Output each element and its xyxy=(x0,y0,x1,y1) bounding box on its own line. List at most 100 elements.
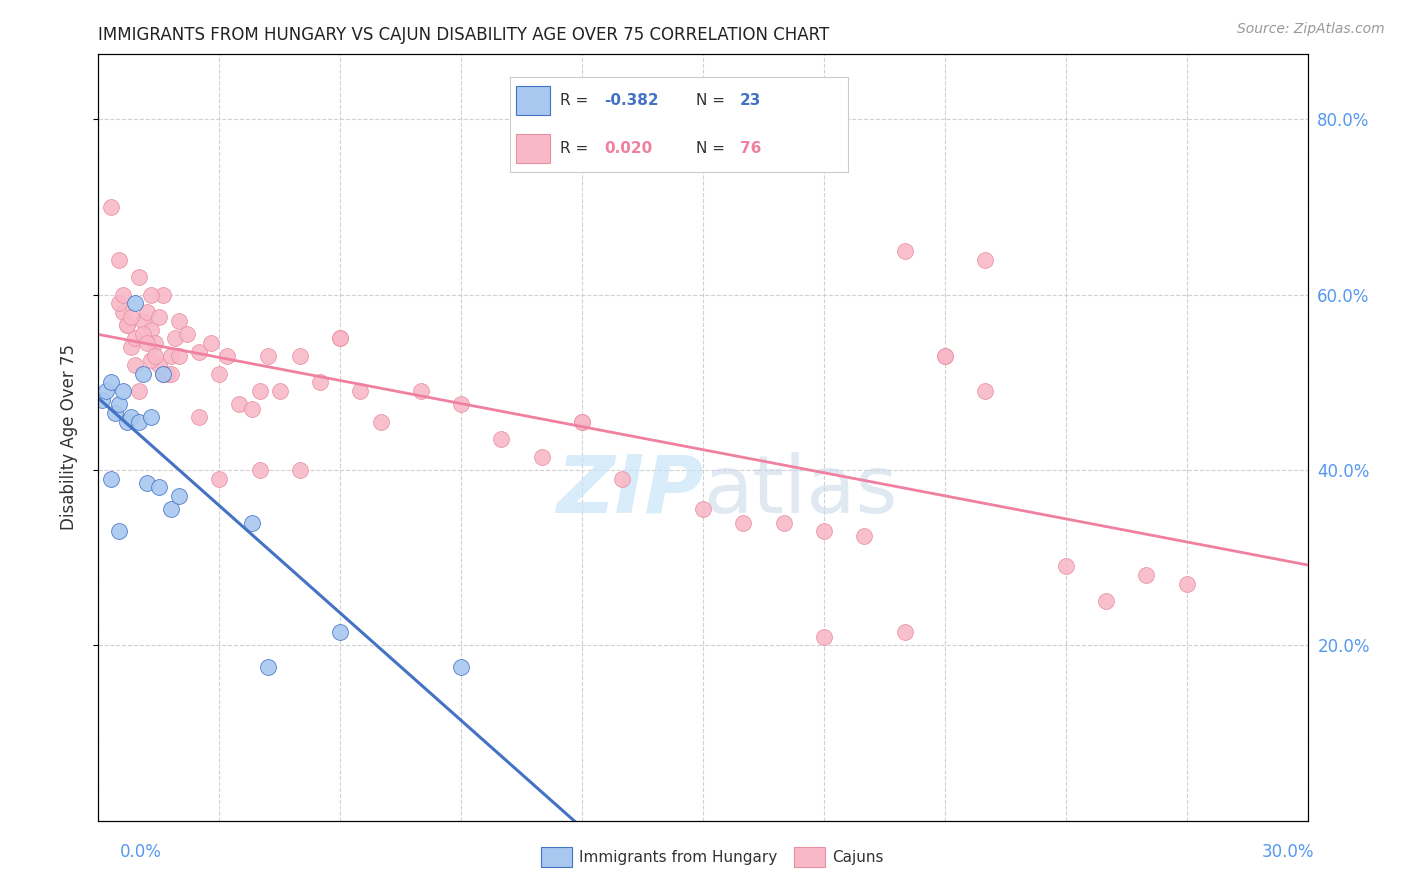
Point xyxy=(176,327,198,342)
Point xyxy=(934,349,956,363)
Point xyxy=(124,358,146,372)
Point xyxy=(152,367,174,381)
Point xyxy=(148,358,170,372)
Point xyxy=(450,660,472,674)
Point xyxy=(135,305,157,319)
Point xyxy=(100,472,122,486)
Point xyxy=(1135,568,1157,582)
Point xyxy=(148,481,170,495)
Point xyxy=(853,529,876,543)
Point xyxy=(91,392,114,407)
Point xyxy=(107,397,129,411)
Point xyxy=(329,331,352,345)
Text: Immigrants from Hungary: Immigrants from Hungary xyxy=(579,850,778,864)
Point xyxy=(152,287,174,301)
Point xyxy=(256,349,278,363)
Point xyxy=(148,310,170,324)
Point xyxy=(612,472,634,486)
Point xyxy=(100,376,122,390)
Point xyxy=(115,415,138,429)
Point xyxy=(1175,577,1198,591)
Point xyxy=(188,344,211,359)
Point xyxy=(571,415,593,429)
Y-axis label: Disability Age Over 75: Disability Age Over 75 xyxy=(59,344,77,530)
Point xyxy=(135,335,157,350)
Point xyxy=(813,630,835,644)
Point xyxy=(409,384,432,398)
Point xyxy=(208,472,231,486)
Point xyxy=(813,524,835,539)
Point xyxy=(491,432,513,446)
Point xyxy=(124,331,146,345)
Point xyxy=(96,384,118,398)
Point xyxy=(120,310,142,324)
Point xyxy=(974,252,997,267)
Point xyxy=(893,244,915,258)
Point xyxy=(163,331,186,345)
Point xyxy=(733,516,755,530)
Point xyxy=(132,314,155,328)
Text: atlas: atlas xyxy=(703,451,897,530)
Point xyxy=(132,367,155,381)
Point xyxy=(160,367,183,381)
Point xyxy=(893,625,915,640)
Point xyxy=(167,489,190,503)
Point xyxy=(139,323,162,337)
Point xyxy=(135,476,157,491)
Point xyxy=(974,384,997,398)
Point xyxy=(111,287,134,301)
Point xyxy=(249,463,271,477)
Point xyxy=(111,305,134,319)
Point xyxy=(139,410,162,425)
Point xyxy=(167,314,190,328)
Text: 0.0%: 0.0% xyxy=(120,843,162,861)
Point xyxy=(120,340,142,354)
Point xyxy=(139,287,162,301)
Point xyxy=(188,410,211,425)
Point xyxy=(329,625,352,640)
Text: ZIP: ZIP xyxy=(555,451,703,530)
Point xyxy=(160,349,183,363)
Point xyxy=(349,384,371,398)
Point xyxy=(269,384,291,398)
Point xyxy=(124,296,146,310)
Point xyxy=(143,349,166,363)
Point xyxy=(530,450,553,464)
Point xyxy=(111,384,134,398)
Text: IMMIGRANTS FROM HUNGARY VS CAJUN DISABILITY AGE OVER 75 CORRELATION CHART: IMMIGRANTS FROM HUNGARY VS CAJUN DISABIL… xyxy=(98,26,830,44)
Point xyxy=(772,516,794,530)
Point xyxy=(1054,559,1077,574)
Point xyxy=(132,327,155,342)
Point xyxy=(115,318,138,333)
Point xyxy=(370,415,392,429)
Point xyxy=(103,406,125,420)
Point xyxy=(156,367,179,381)
Point xyxy=(288,463,311,477)
Text: Cajuns: Cajuns xyxy=(832,850,884,864)
Point xyxy=(128,415,150,429)
Point xyxy=(107,252,129,267)
Text: Source: ZipAtlas.com: Source: ZipAtlas.com xyxy=(1237,22,1385,37)
Point xyxy=(256,660,278,674)
Point xyxy=(107,296,129,310)
Point xyxy=(240,516,263,530)
Point xyxy=(571,415,593,429)
Text: 30.0%: 30.0% xyxy=(1263,843,1315,861)
Point xyxy=(228,397,250,411)
Point xyxy=(115,318,138,333)
Point xyxy=(120,410,142,425)
Point xyxy=(249,384,271,398)
Point xyxy=(139,353,162,368)
Point xyxy=(107,524,129,539)
Point xyxy=(309,376,332,390)
Point xyxy=(692,502,714,516)
Point xyxy=(208,367,231,381)
Point xyxy=(143,335,166,350)
Point xyxy=(240,401,263,416)
Point xyxy=(1095,594,1118,608)
Point xyxy=(217,349,239,363)
Point xyxy=(128,384,150,398)
Point xyxy=(200,335,222,350)
Point xyxy=(128,270,150,285)
Point xyxy=(152,367,174,381)
